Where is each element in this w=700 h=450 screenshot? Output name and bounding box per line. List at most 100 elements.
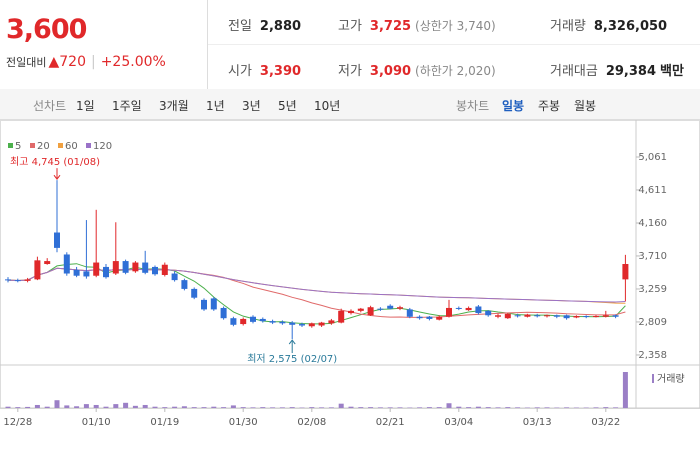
period-button[interactable]: 10년 [314,99,341,113]
summary-item: 고가 3,725 (상한가 3,740) [338,15,496,34]
change-rate: +25.00% [100,54,166,70]
volume-bar [83,404,89,408]
summary-item: 거래대금 29,384 백만 [550,60,684,79]
y-tick-label: 3,710 [638,251,667,262]
candle-body [34,260,41,280]
change-value: ▲720 [48,54,86,70]
candle-body [328,320,335,324]
volume-bar [54,400,60,408]
candle-body [475,306,482,314]
y-tick-label: 4,611 [638,185,667,196]
candle-body [299,324,305,326]
candle-body [142,262,149,273]
candle-body [191,288,198,298]
summary-value: 29,384 [605,64,657,79]
period-button[interactable]: 1년 [206,99,225,113]
candle-body [93,262,100,276]
volume-bar [593,407,599,408]
toolbar: 선차트 1일 1주일 3개월 1년 3년 5년 10년 봉차트 일봉 주봉 월봉 [0,89,700,120]
candle-body [534,315,541,317]
legend-label: 5 [15,141,21,152]
summary-label: 고가 [338,19,362,34]
y-tick-label: 2,358 [638,350,667,361]
candle-body [83,271,90,277]
volume-bar [495,407,501,408]
candle-body [485,310,492,316]
quote-box: 3,600 전일대비 ▲720 | +25.00% [0,0,208,89]
chart-type-label[interactable]: 봉차트 [456,99,490,113]
candle-body [455,307,462,309]
candle-body [5,279,11,281]
volume-bar [348,406,354,408]
candle-body [63,254,70,274]
x-tick-label: 01/30 [229,417,258,428]
volume-bar [230,405,236,408]
legend-label: 60 [65,141,78,152]
volume-bar [211,406,217,408]
period-button[interactable]: 5년 [278,99,297,113]
candle-body [504,313,511,319]
volume-bar [250,407,256,408]
candle-body [387,305,394,309]
period-button[interactable]: 월봉 [574,99,597,113]
volume-bar [113,404,119,408]
volume-bar [485,407,491,408]
summary-note: (하한가 2,020) [415,64,496,78]
volume-bar [34,404,40,408]
volume-bar [103,406,109,408]
candle-body [406,309,413,317]
volume-bar [191,407,197,408]
volume-bar [221,407,227,408]
period-button[interactable]: 3개월 [159,99,189,113]
x-tick-label: 01/19 [150,417,179,428]
change-label: 전일대비 [6,56,47,69]
candle-body [446,307,452,317]
candle-body [14,280,21,282]
summary-item: 저가 3,090 (하한가 2,020) [338,60,496,79]
period-button[interactable]: 주봉 [538,99,561,113]
x-tick-label: 01/10 [82,417,111,428]
legend-swatch [652,374,654,383]
summary-unit: 백만 [660,64,684,79]
candle-body [289,322,296,325]
volume-bar [377,407,383,408]
candle-body [544,315,550,317]
candle-body [612,315,619,317]
x-tick-label: 02/08 [297,417,326,428]
period-button[interactable]: 일봉 [502,99,525,113]
x-tick-label: 03/04 [444,417,473,428]
volume-bar [426,407,432,408]
volume-bar [64,405,70,408]
period-button[interactable]: 1일 [76,99,95,113]
volume-bar [446,403,452,408]
summary-item: 거래량 8,326,050 [550,15,667,34]
summary-item: 시가 3,390 [228,60,301,79]
volume-bar [240,407,246,408]
volume-bar [603,407,609,408]
candle-body [73,269,80,276]
x-tick-label: 03/22 [591,417,620,428]
candle-body [553,315,560,317]
summary-value: 3,725 [369,19,412,34]
volume-bar [309,407,315,408]
candle-body [563,315,570,319]
annotation: 최저 2,575 (02/07) [247,353,337,365]
volume-bar [142,404,148,408]
candle-body [201,299,207,310]
x-tick-label: 12/28 [3,417,32,428]
period-button[interactable]: 1주일 [112,99,142,113]
period-button[interactable]: 3년 [242,99,261,113]
volume-bar [162,407,168,408]
volume-bar [15,407,21,408]
chart-type-label[interactable]: 선차트 [33,99,67,113]
volume-bar [466,407,472,408]
volume-bar [387,407,393,408]
candle-body [416,316,423,319]
volume-bar [5,406,11,408]
volume-bar [289,407,295,408]
candle-body [152,266,158,275]
moving-average [7,267,626,303]
volume-bar [397,407,403,408]
volume-bar [319,407,325,408]
